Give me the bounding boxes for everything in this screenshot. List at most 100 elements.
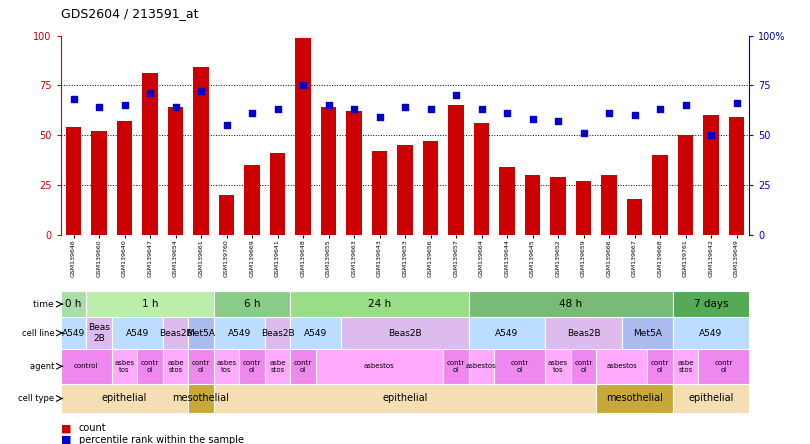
Text: contr
ol: contr ol: [651, 360, 669, 373]
Text: contr
ol: contr ol: [243, 360, 261, 373]
Bar: [188, 317, 214, 349]
Point: [501, 110, 514, 117]
Bar: [601, 175, 616, 235]
Point: [424, 106, 437, 113]
Text: contr
ol: contr ol: [510, 360, 529, 373]
Bar: [117, 122, 132, 235]
Bar: [143, 74, 158, 235]
Bar: [545, 317, 622, 349]
Text: ■: ■: [61, 424, 71, 433]
Text: cell type: cell type: [18, 394, 59, 403]
Text: asbes
tos: asbes tos: [548, 360, 568, 373]
Bar: [245, 166, 260, 235]
Bar: [469, 291, 673, 317]
Bar: [703, 115, 718, 235]
Text: 1 h: 1 h: [142, 299, 158, 309]
Point: [169, 104, 182, 111]
Bar: [214, 384, 596, 413]
Text: Beas
2B: Beas 2B: [88, 323, 110, 343]
Bar: [112, 349, 137, 384]
Point: [373, 114, 386, 121]
Bar: [449, 106, 463, 235]
Point: [730, 100, 743, 107]
Text: asbes
tos: asbes tos: [216, 360, 237, 373]
Text: cell line: cell line: [22, 329, 59, 337]
Bar: [66, 127, 81, 235]
Bar: [525, 175, 540, 235]
Point: [577, 130, 590, 137]
Text: GDS2604 / 213591_at: GDS2604 / 213591_at: [61, 7, 198, 20]
Text: 6 h: 6 h: [244, 299, 260, 309]
Text: contr
ol: contr ol: [192, 360, 210, 373]
Text: A549: A549: [496, 329, 518, 337]
Point: [654, 106, 667, 113]
Bar: [341, 317, 469, 349]
Bar: [290, 291, 469, 317]
Bar: [86, 317, 112, 349]
Text: Beas2B: Beas2B: [159, 329, 192, 337]
Bar: [194, 67, 209, 235]
Bar: [576, 182, 591, 235]
Point: [220, 122, 233, 129]
Text: Met5A: Met5A: [633, 329, 662, 337]
Point: [143, 90, 156, 97]
Point: [347, 106, 360, 113]
Bar: [372, 151, 387, 235]
Text: epithelial: epithelial: [688, 393, 734, 404]
Text: agent: agent: [30, 362, 59, 371]
Bar: [61, 349, 112, 384]
Bar: [290, 349, 316, 384]
Bar: [188, 349, 214, 384]
Bar: [61, 384, 188, 413]
Point: [450, 92, 463, 99]
Bar: [398, 146, 412, 235]
Bar: [239, 349, 265, 384]
Bar: [214, 317, 265, 349]
Bar: [265, 349, 290, 384]
Text: epithelial: epithelial: [382, 393, 428, 404]
Text: A549: A549: [304, 329, 327, 337]
Bar: [316, 349, 443, 384]
Text: asbestos: asbestos: [466, 363, 497, 369]
Bar: [112, 317, 163, 349]
Point: [628, 112, 641, 119]
Bar: [652, 155, 667, 235]
Point: [92, 104, 105, 111]
Text: asbe
stos: asbe stos: [167, 360, 184, 373]
Text: A549: A549: [699, 329, 723, 337]
Text: asbe
stos: asbe stos: [677, 360, 693, 373]
Text: ■: ■: [61, 435, 71, 444]
Text: control: control: [74, 363, 99, 369]
Bar: [61, 291, 86, 317]
Bar: [698, 349, 749, 384]
Bar: [137, 349, 163, 384]
Text: A549: A549: [126, 329, 149, 337]
Bar: [423, 142, 438, 235]
Point: [271, 106, 284, 113]
Point: [679, 102, 692, 109]
Bar: [494, 349, 545, 384]
Text: 0 h: 0 h: [66, 299, 82, 309]
Text: asbestos: asbestos: [364, 363, 395, 369]
Text: mesothelial: mesothelial: [606, 393, 663, 404]
Text: contr
ol: contr ol: [141, 360, 159, 373]
Bar: [729, 118, 744, 235]
Bar: [290, 317, 341, 349]
Bar: [321, 107, 336, 235]
Text: time: time: [33, 300, 59, 309]
Bar: [92, 131, 107, 235]
Point: [322, 102, 335, 109]
Bar: [571, 349, 596, 384]
Point: [245, 110, 258, 117]
Bar: [296, 38, 311, 235]
Bar: [550, 178, 565, 235]
Text: contr
ol: contr ol: [714, 360, 733, 373]
Bar: [270, 154, 285, 235]
Bar: [627, 199, 642, 235]
Point: [67, 96, 80, 103]
Point: [399, 104, 411, 111]
Text: 7 days: 7 days: [693, 299, 728, 309]
Bar: [673, 349, 698, 384]
Text: asbes
tos: asbes tos: [114, 360, 134, 373]
Text: contr
ol: contr ol: [574, 360, 593, 373]
